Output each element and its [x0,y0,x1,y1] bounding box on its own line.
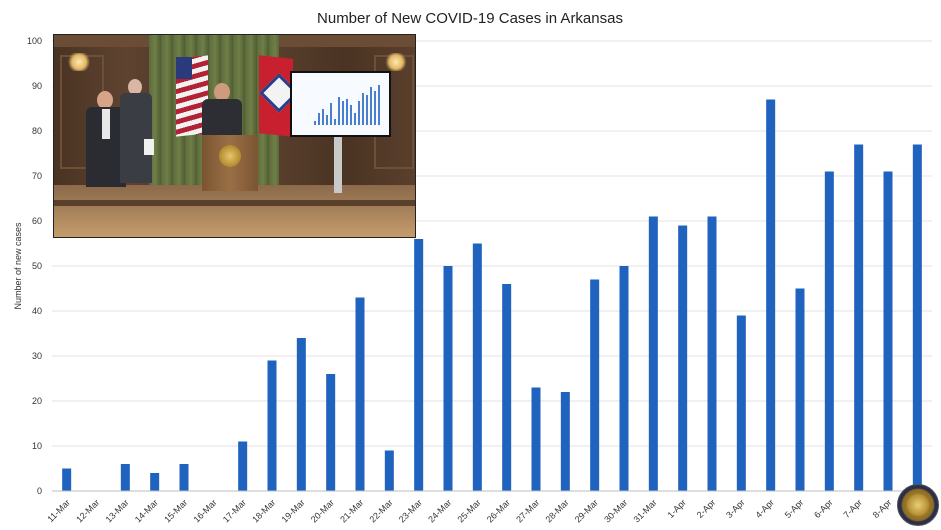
bar [531,387,541,491]
desk-edge [54,200,415,206]
x-tick-label: 16-Mar [192,497,219,524]
bar [384,450,394,491]
x-tick-label: 21-Mar [338,497,365,524]
x-tick-label: 17-Mar [221,497,248,524]
x-tick-label: 23-Mar [397,497,424,524]
bar [795,288,805,491]
y-tick-label: 70 [32,171,42,181]
bar [414,239,424,491]
paper-sheet [144,139,154,155]
bar [736,315,746,491]
y-tick-label: 0 [37,486,42,496]
monitor-stand [334,133,342,193]
bar [62,468,72,491]
x-tick-label: 3-Apr [724,497,747,520]
bar [619,266,629,491]
man-background-body [120,93,152,183]
x-tick-label: 28-Mar [544,497,571,524]
interpreter-shirt [102,109,110,139]
x-tick-label: 19-Mar [280,497,307,524]
floor [54,185,415,237]
x-tick-label: 2-Apr [695,497,718,520]
bar [267,360,277,491]
man-background-head [128,79,142,95]
bar [326,374,336,491]
bar [678,225,688,491]
speaker-body [202,99,242,139]
speaker-head [214,83,230,101]
bar [443,266,453,491]
us-flag-canton [176,57,192,79]
bar [912,144,922,491]
bar [296,338,306,491]
x-tick-label: 15-Mar [162,497,189,524]
y-tick-label: 40 [32,306,42,316]
x-axis-ticks: 11-Mar 12-Mar 13-Mar 14-Mar 15-Mar 16-Mar 17-M… [45,497,922,524]
y-tick-label: 80 [32,126,42,136]
bar [707,216,717,491]
bars [62,99,922,491]
x-tick-label: 20-Mar [309,497,336,524]
x-tick-label: 5-Apr [783,497,806,520]
bar [648,216,658,491]
x-tick-label: 18-Mar [250,497,277,524]
y-tick-label: 60 [32,216,42,226]
podium-seal [219,145,241,167]
y-tick-label: 20 [32,396,42,406]
bar [560,392,570,491]
bar [824,171,834,491]
x-tick-label: 1-Apr [665,497,688,520]
state-seal-logo [897,484,939,526]
bar [854,144,864,491]
monitor-mini-chart [314,85,380,125]
bar [120,464,130,491]
x-tick-label: 29-Mar [573,497,600,524]
sconce-right [384,53,408,71]
y-tick-label: 100 [27,36,42,46]
monitor-screen [290,71,391,137]
bar [472,243,482,491]
bar [590,279,600,491]
y-tick-label: 50 [32,261,42,271]
x-tick-label: 4-Apr [753,497,776,520]
x-tick-label: 12-Mar [74,497,101,524]
interpreter-head [97,91,113,109]
bar [883,171,893,491]
bar [355,297,365,491]
y-tick-label: 30 [32,351,42,361]
seal-center [907,494,929,516]
y-axis-label: Number of new cases [13,222,23,310]
x-tick-label: 8-Apr [871,497,894,520]
chart-title: Number of New COVID-19 Cases in Arkansas [317,10,623,27]
y-tick-label: 10 [32,441,42,451]
y-tick-label: 90 [32,81,42,91]
y-axis-ticks: 0 10 20 30 40 50 60 70 80 90 100 [27,36,42,496]
x-tick-label: 7-Apr [841,497,864,520]
x-tick-label: 25-Mar [456,497,483,524]
bar [150,473,160,491]
bar [238,441,248,491]
x-tick-label: 31-Mar [632,497,659,524]
x-tick-label: 26-Mar [485,497,512,524]
x-tick-label: 11-Mar [45,497,72,524]
x-tick-label: 22-Mar [368,497,395,524]
x-tick-label: 14-Mar [133,497,160,524]
bar [502,284,512,491]
x-tick-label: 13-Mar [104,497,131,524]
x-tick-label: 24-Mar [426,497,453,524]
bar [766,99,776,491]
x-tick-label: 6-Apr [812,497,835,520]
x-tick-label: 30-Mar [602,497,629,524]
x-tick-label: 27-Mar [514,497,541,524]
bar [179,464,189,491]
sconce-left [66,53,92,71]
press-conference-video-inset [53,34,416,238]
